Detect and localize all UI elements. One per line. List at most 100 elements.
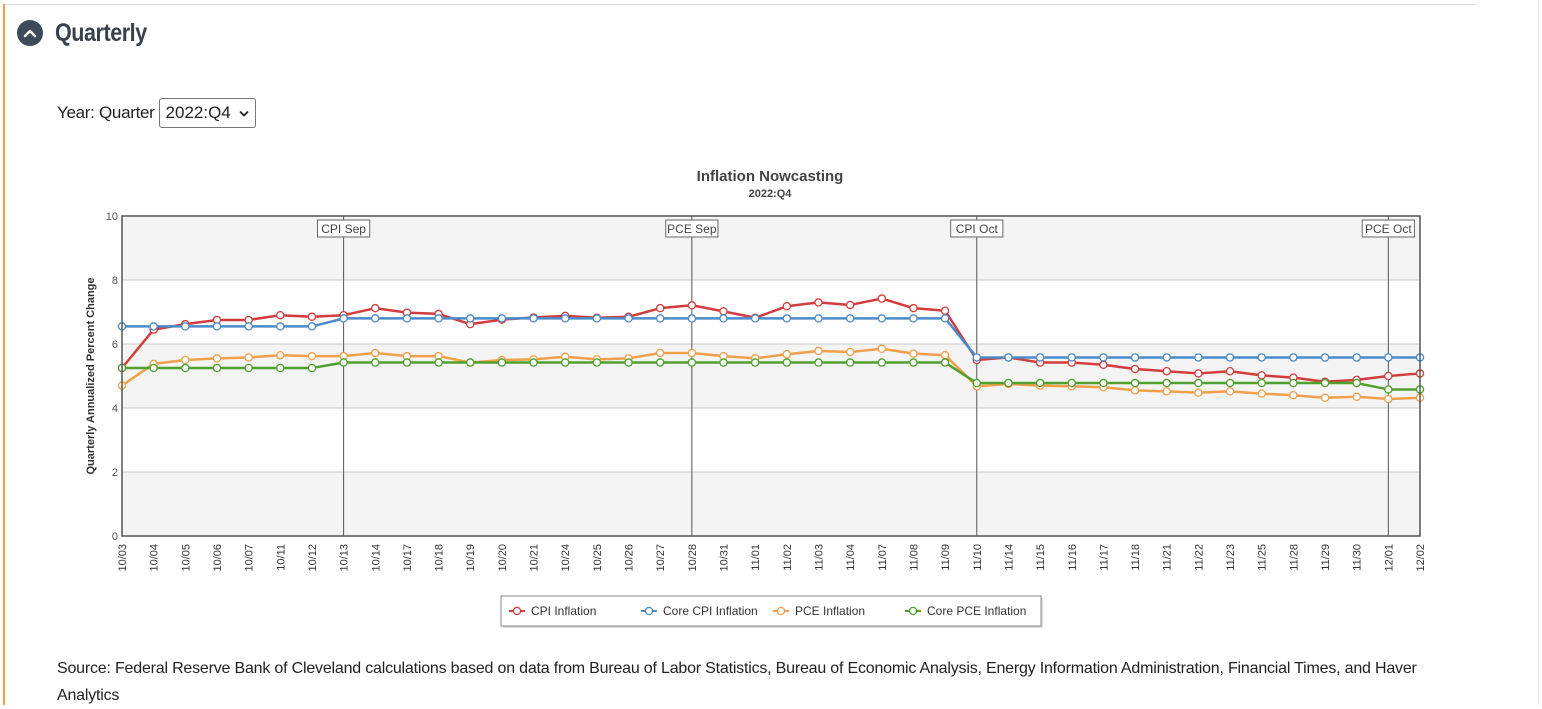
plot-band — [122, 344, 1420, 408]
x-tick-label: 11/29 — [1320, 544, 1332, 571]
x-tick-label: 10/07 — [244, 544, 256, 572]
plot-band — [122, 216, 1420, 280]
x-tick-label: 11/21 — [1162, 544, 1174, 571]
series-point — [750, 314, 760, 323]
series-point — [1004, 353, 1013, 362]
right-divider — [1538, 0, 1539, 705]
series-point — [1257, 353, 1266, 362]
series-point — [1194, 388, 1203, 397]
x-tick-label: 11/30 — [1352, 544, 1364, 571]
collapse-toggle-button[interactable] — [17, 20, 43, 46]
x-tick-label: 10/20 — [497, 544, 509, 572]
series-point — [1257, 389, 1266, 398]
series-point — [1384, 353, 1393, 362]
series-point — [276, 322, 285, 331]
x-tick-label: 10/28 — [687, 544, 699, 572]
series-point — [529, 358, 538, 367]
x-tick-label: 10/25 — [592, 544, 604, 572]
series-line — [121, 297, 1421, 384]
series-point — [972, 378, 982, 388]
series-point — [1130, 353, 1140, 362]
annotation-label: PCE Sep — [667, 222, 717, 236]
series-point — [782, 301, 792, 311]
series-point — [719, 358, 728, 367]
annotation-box — [950, 219, 1004, 238]
series-point — [1099, 353, 1108, 362]
annotation-label: CPI Oct — [956, 222, 999, 236]
series-point — [1257, 378, 1266, 388]
series-point — [307, 363, 317, 373]
series-point — [371, 358, 380, 367]
series-point — [465, 314, 475, 323]
y-tick-label: 6 — [112, 339, 118, 351]
legend-swatch-marker — [776, 606, 786, 616]
series-point — [1289, 378, 1298, 388]
x-tick-label: 10/17 — [402, 544, 414, 572]
series-point — [719, 307, 728, 316]
source-note: Source: Federal Reserve Bank of Clevelan… — [57, 660, 1417, 704]
series-point — [1352, 378, 1361, 388]
series-point — [655, 314, 665, 323]
series-point — [845, 358, 855, 367]
series-point — [1004, 378, 1013, 388]
series-point — [782, 358, 792, 367]
series-point — [877, 314, 887, 323]
legend-label: CPI Inflation — [531, 604, 596, 618]
series-point — [1225, 378, 1235, 388]
chevron-down-icon — [239, 110, 249, 117]
series-point — [497, 358, 507, 367]
x-tick-label: 10/12 — [307, 544, 319, 572]
series-point — [877, 344, 887, 354]
x-tick-label: 12/01 — [1383, 544, 1395, 572]
series-point — [1099, 378, 1108, 388]
series-point — [687, 314, 697, 323]
series-point — [497, 314, 507, 323]
x-tick-label: 11/07 — [877, 544, 889, 571]
series-point — [1384, 385, 1393, 394]
x-tick-label: 10/04 — [149, 544, 161, 572]
inflation-nowcast-chart: Inflation Nowcasting 2022:Q4 0 2 4 6 8 10 Quarte… — [85, 168, 1427, 628]
series-point — [212, 322, 222, 331]
annotation-box — [317, 219, 371, 238]
chevron-up-icon — [23, 29, 37, 38]
series-point — [750, 358, 760, 367]
x-tick-label: 10/14 — [370, 544, 382, 572]
series-point — [560, 314, 570, 323]
series-point — [402, 314, 412, 323]
series-point — [1035, 353, 1045, 362]
series-point — [972, 353, 982, 362]
series-point — [149, 363, 158, 373]
series-line — [122, 317, 1420, 359]
series-point — [940, 306, 950, 315]
selector-label: Year: Quarter — [57, 103, 155, 122]
y-tick-label: 10 — [106, 211, 118, 223]
series-point — [1067, 353, 1077, 362]
series-point — [244, 322, 253, 331]
x-tick-label: 11/03 — [813, 544, 825, 571]
series-point — [181, 363, 190, 373]
series-point — [434, 358, 443, 367]
series-point — [1035, 378, 1045, 388]
series-point — [845, 314, 855, 323]
x-tick-label: 11/04 — [845, 544, 857, 571]
y-axis-label: Quarterly Annualized Percent Change — [85, 277, 97, 474]
series-point — [1225, 353, 1235, 362]
x-tick-label: 11/14 — [1003, 544, 1015, 571]
plot-frame — [121, 215, 1421, 537]
x-tick-label: 10/13 — [339, 544, 351, 572]
chart-title: Inflation Nowcasting — [697, 168, 844, 185]
series-point — [212, 354, 222, 363]
series-point — [814, 298, 823, 307]
quarter-select[interactable]: 2022:Q4 — [158, 98, 256, 128]
series-point — [624, 314, 633, 323]
series-point — [909, 303, 918, 313]
series-point — [845, 347, 855, 357]
panel-header: Quarterly — [17, 18, 162, 48]
series-point — [276, 363, 285, 373]
series-point — [244, 363, 253, 373]
series-point — [1130, 386, 1140, 395]
x-tick-label: 11/01 — [750, 544, 762, 571]
series-point — [276, 310, 285, 320]
x-tick-label: 11/08 — [908, 544, 920, 571]
annotation-box — [1361, 219, 1415, 238]
